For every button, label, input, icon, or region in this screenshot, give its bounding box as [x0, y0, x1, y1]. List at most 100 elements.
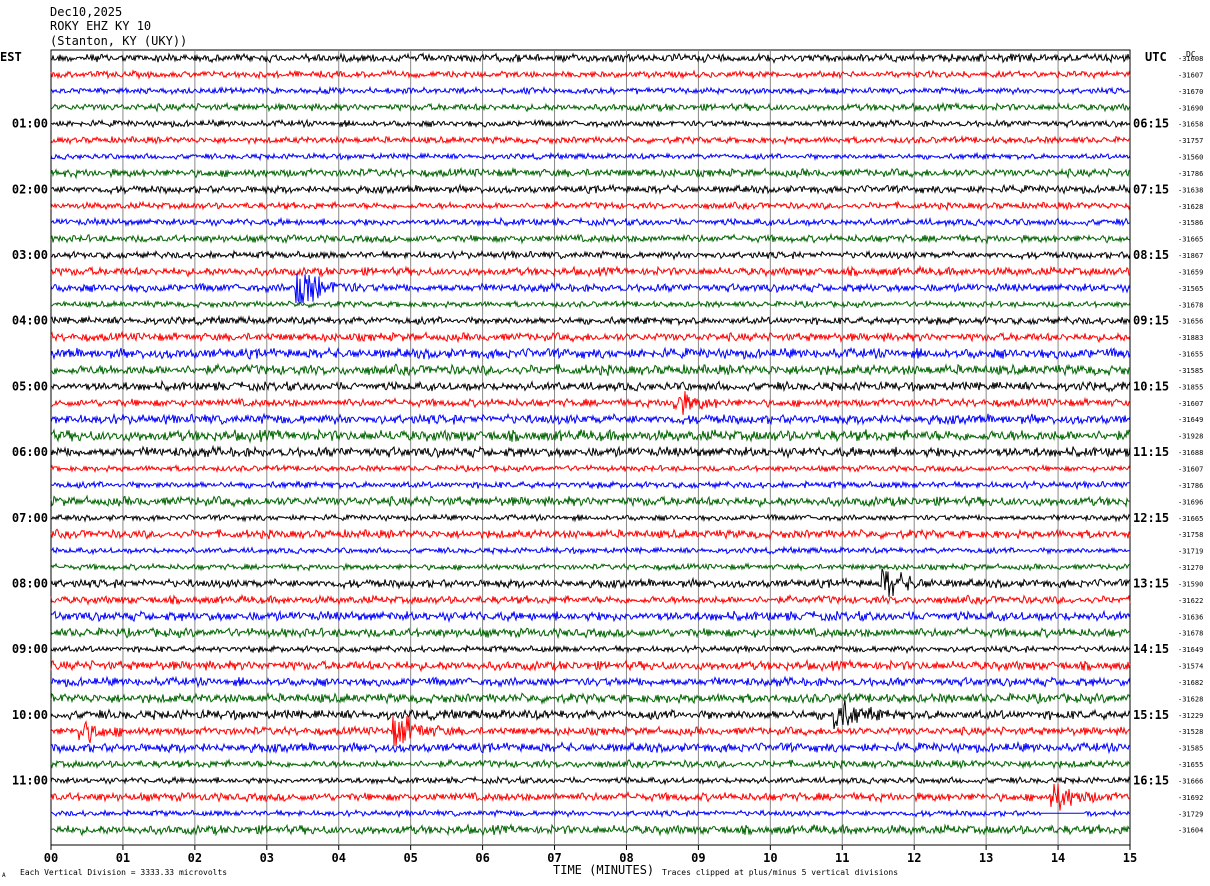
- x-tick-label: 00: [44, 851, 58, 865]
- dc-offset-label: -31574: [1178, 663, 1203, 671]
- trace-row: [50, 299, 1131, 310]
- trace-row: [50, 463, 1131, 474]
- trace-row: [50, 808, 1131, 819]
- corner-mark: A: [2, 872, 6, 879]
- dc-label: DC: [1186, 50, 1196, 59]
- dc-offset-label: -31928: [1178, 433, 1203, 441]
- dc-offset-label: -31665: [1178, 236, 1203, 244]
- x-tick-label: 01: [116, 851, 130, 865]
- trace-row: [50, 362, 1131, 377]
- trace-row: [50, 758, 1131, 771]
- dc-offset-label: -31622: [1178, 597, 1203, 605]
- utc-hour-label: 09:15: [1133, 314, 1169, 328]
- x-tick-label: 11: [835, 851, 849, 865]
- dc-offset-label: -31560: [1178, 154, 1203, 162]
- trace-row: [50, 494, 1131, 509]
- dc-offset-label: -31658: [1178, 121, 1203, 129]
- trace-row: [50, 85, 1131, 96]
- utc-hour-label: 06:15: [1133, 117, 1169, 131]
- utc-hour-label: 12:15: [1133, 511, 1169, 525]
- est-hour-label: 03:00: [12, 248, 48, 262]
- trace-row: [50, 391, 1131, 415]
- right-timezone-label: UTC: [1145, 50, 1167, 64]
- dc-offset-label: -31608: [1178, 55, 1203, 63]
- trace-row: [50, 479, 1131, 491]
- trace-row: [50, 644, 1131, 655]
- trace-row: [50, 562, 1131, 572]
- trace-row: [50, 52, 1131, 64]
- station-location: (Stanton, KY (UKY)): [50, 34, 188, 48]
- dc-offset-label: -31655: [1178, 761, 1203, 769]
- trace-row: [50, 691, 1131, 706]
- x-tick-label: 13: [979, 851, 993, 865]
- est-hour-label: 02:00: [12, 182, 48, 196]
- est-hour-label: 11:00: [12, 773, 48, 787]
- dc-offset-label: -31758: [1178, 531, 1203, 539]
- est-hour-label: 04:00: [12, 314, 48, 328]
- trace-row: [50, 528, 1131, 541]
- x-tick-label: 15: [1123, 851, 1137, 865]
- trace-row: [50, 626, 1131, 640]
- trace-row: [51, 118, 1131, 129]
- trace-row: [50, 183, 1131, 196]
- utc-hour-label: 08:15: [1133, 248, 1169, 262]
- x-tick-label: 03: [260, 851, 274, 865]
- trace-row: [50, 444, 1131, 460]
- x-tick-label: 05: [403, 851, 417, 865]
- trace-row: [50, 346, 1131, 361]
- dc-offset-label: -31604: [1178, 827, 1203, 835]
- dc-offset-label: -31678: [1178, 301, 1203, 309]
- trace-row: [50, 428, 1131, 444]
- dc-offset-label: -31649: [1178, 646, 1203, 654]
- dc-offset-label: -31666: [1178, 777, 1203, 785]
- dc-offset-label: -31682: [1178, 679, 1203, 687]
- x-tick-label: 10: [763, 851, 777, 865]
- dc-offset-label: -31586: [1178, 219, 1203, 227]
- x-tick-label: 12: [907, 851, 921, 865]
- trace-row: [50, 593, 1131, 606]
- dc-offset-label: -31719: [1178, 548, 1203, 556]
- trace-row: [50, 675, 1131, 689]
- est-hour-label: 09:00: [12, 642, 48, 656]
- est-hour-label: 10:00: [12, 708, 48, 722]
- scale-note: Each Vertical Division = 3333.33 microvo…: [20, 868, 228, 877]
- est-hour-label: 05:00: [12, 379, 48, 393]
- utc-hour-label: 11:15: [1133, 445, 1169, 459]
- dc-offset-label: -31883: [1178, 334, 1203, 342]
- dc-offset-label: -31607: [1178, 71, 1203, 79]
- trace-row: [50, 134, 1131, 146]
- chart-date: Dec10,2025: [50, 5, 123, 19]
- trace-row: [50, 716, 1131, 747]
- trace-row: [50, 232, 1131, 245]
- dc-offset-label: -31659: [1178, 268, 1203, 276]
- trace-row: [50, 379, 1131, 393]
- time-axis: -31608 -31607 -31670 -31690 -31658 -31757 -315…: [12, 55, 1203, 865]
- est-hour-label: 01:00: [12, 117, 48, 131]
- dc-offset-label: -31692: [1178, 794, 1203, 802]
- dc-offset-label: -31585: [1178, 745, 1203, 753]
- dc-offset-label: -31665: [1178, 515, 1203, 523]
- dc-offset-label: -31690: [1178, 104, 1203, 112]
- dc-offset-label: -31670: [1178, 88, 1203, 96]
- dc-offset-label: -31688: [1178, 449, 1203, 457]
- trace-row: [50, 513, 1131, 523]
- trace-row: [50, 273, 1131, 304]
- trace-row: [50, 568, 1131, 597]
- dc-offset-label: -31528: [1178, 728, 1203, 736]
- dc-offset-label: -31757: [1178, 137, 1203, 145]
- x-tick-label: 07: [547, 851, 561, 865]
- dc-offset-label: -31729: [1178, 810, 1203, 818]
- trace-row: [50, 101, 1131, 113]
- utc-hour-label: 10:15: [1133, 379, 1169, 393]
- dc-offset-label: -31786: [1178, 482, 1203, 490]
- dc-offset-label: -31786: [1178, 170, 1203, 178]
- utc-hour-label: 07:15: [1133, 182, 1169, 196]
- trace-row: [50, 216, 1131, 228]
- x-tick-label: 14: [1051, 851, 1065, 865]
- x-axis-label: TIME (MINUTES): [553, 863, 655, 877]
- dc-offset-label: -31696: [1178, 498, 1203, 506]
- utc-hour-label: 13:15: [1133, 576, 1169, 590]
- trace-row: [50, 783, 1131, 811]
- est-hour-label: 06:00: [12, 445, 48, 459]
